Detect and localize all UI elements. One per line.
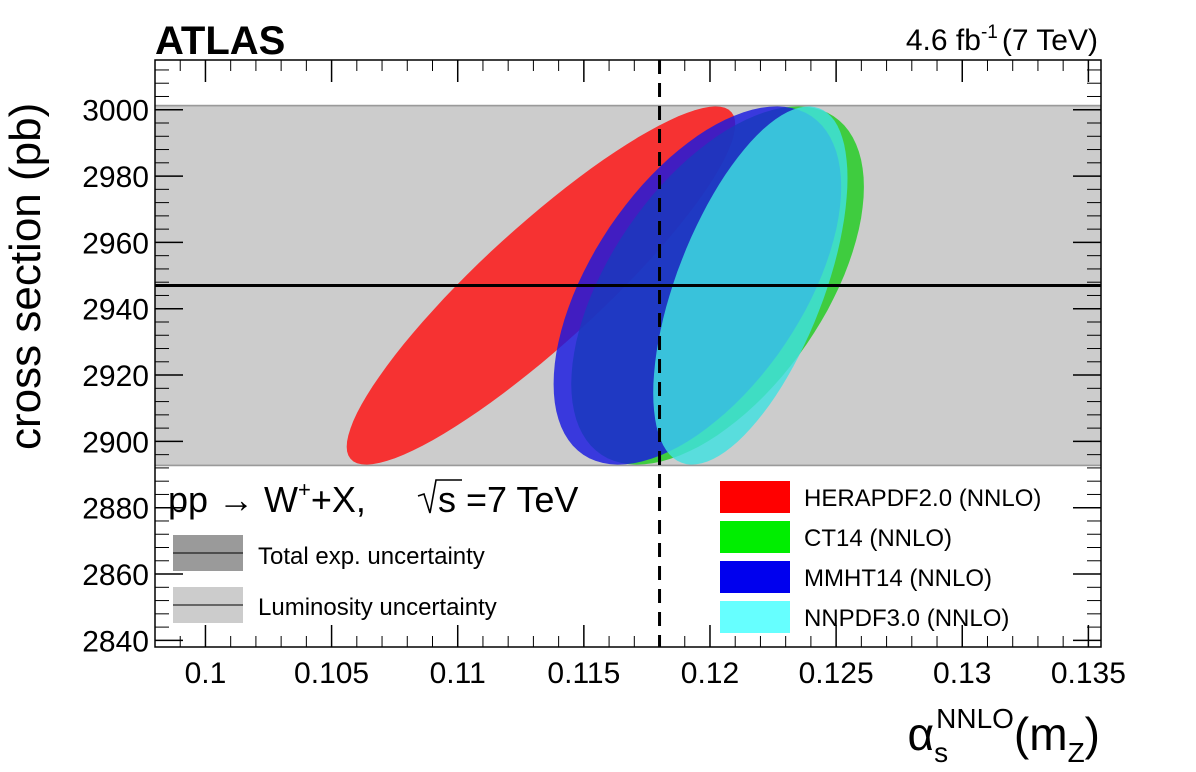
process-arrow: → [218, 479, 254, 520]
process-prefix: pp [168, 479, 208, 520]
x-axis-arg: (m [1014, 708, 1068, 760]
legend-swatch-nnpdf30 [720, 601, 790, 633]
pdf-legend: HERAPDF2.0 (NNLO) CT14 (NNLO) MMHT14 (NNLO… [720, 481, 1041, 633]
y-tick-label: 2940 [82, 294, 149, 327]
sqrt-symbol [417, 479, 462, 514]
x-tick-label: 0.12 [681, 657, 739, 690]
y-tick-label: 2840 [82, 625, 149, 658]
luminosity-energy-label: 4.6 fb-1 (7 TeV) [906, 22, 1098, 57]
y-tick-label: 2880 [82, 493, 149, 526]
legend-label-herapdf20: HERAPDF2.0 (NNLO) [804, 485, 1041, 512]
atlas-label: ATLAS [155, 19, 285, 63]
process-boson: W [264, 479, 298, 520]
x-axis-arg-sub: Z [1068, 737, 1085, 768]
x-tick-label: 0.105 [294, 657, 369, 690]
legend-label-mmht14: MMHT14 (NNLO) [804, 565, 992, 592]
sqrt-s-label: s =7 TeV [438, 479, 578, 520]
y-axis-title: cross section (pb) [1, 103, 50, 450]
x-tick-label: 0.135 [1051, 657, 1126, 690]
x-axis-title: αsNNLO(mZ) [908, 703, 1100, 768]
x-tick-label: 0.1 [185, 657, 227, 690]
process-label: pp → W++X, [168, 477, 366, 520]
x-tick-label: 0.125 [799, 657, 874, 690]
band-legend: Total exp. uncertainty Luminosity uncert… [173, 535, 497, 623]
tick-layer: 0.1 0.105 0.11 0.115 0.12 0.125 0.13 0.135 2840 2… [82, 60, 1126, 690]
energy-label: (7 TeV) [1002, 24, 1098, 57]
process-suffix: +X, [311, 479, 366, 520]
luminosity-value: 4.6 fb [906, 24, 981, 57]
y-tick-label: 2980 [82, 161, 149, 194]
process-boson-sup: + [298, 477, 311, 502]
x-tick-label: 0.115 [547, 657, 620, 690]
legend-swatch-mmht14 [720, 561, 790, 593]
x-axis-sub: s [934, 737, 948, 768]
x-tick-label: 0.13 [933, 657, 991, 690]
legend-swatch-herapdf20 [720, 481, 790, 513]
legend-swatch-ct14 [720, 521, 790, 553]
legend-label-total-exp: Total exp. uncertainty [258, 543, 485, 570]
y-tick-label: 2960 [82, 227, 149, 260]
x-axis-sup: NNLO [936, 703, 1014, 734]
x-axis-symbol: α [908, 708, 935, 760]
y-tick-label: 3000 [82, 95, 149, 128]
legend-label-nnpdf30: NNPDF3.0 (NNLO) [804, 605, 1009, 632]
legend-label-ct14: CT14 (NNLO) [804, 525, 952, 552]
luminosity-unit-sup: -1 [981, 22, 998, 43]
x-axis-close: ) [1085, 708, 1100, 760]
y-tick-label: 2920 [82, 360, 149, 393]
y-tick-label: 2860 [82, 559, 149, 592]
x-tick-label: 0.11 [430, 657, 486, 690]
plot-frame [154, 59, 1102, 648]
legend-label-luminosity: Luminosity uncertainty [258, 594, 497, 621]
y-tick-label: 2900 [82, 426, 149, 459]
